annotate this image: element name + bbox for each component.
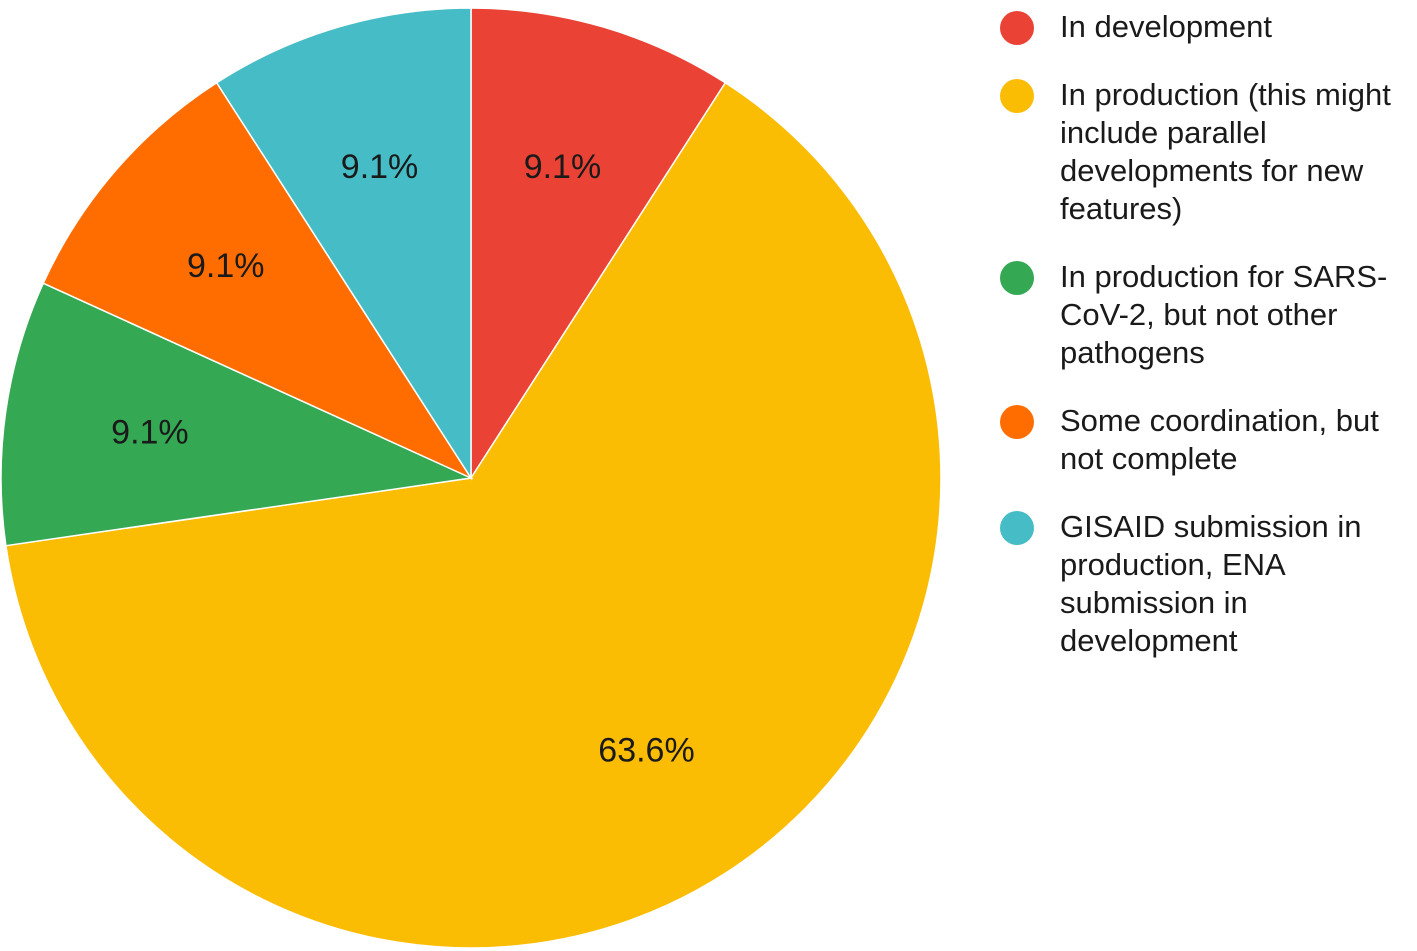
pie-slice-4 — [42, 81, 474, 480]
legend-item: GISAID submission in production, ENA sub… — [1000, 508, 1412, 660]
legend-item: Some coordination, but not complete — [1000, 402, 1412, 478]
legend-label-2: In production (this might include parall… — [1060, 77, 1391, 226]
pie-slice-3 — [0, 282, 474, 547]
legend-label-1: In development — [1060, 9, 1272, 44]
legend-label-5: GISAID submission in production, ENA sub… — [1060, 509, 1362, 658]
legend-label-4: Some coordination, but not complete — [1060, 403, 1379, 476]
slice-value-label-3: 9.1% — [111, 413, 189, 451]
legend-label-3: In production for SARS-CoV-2, but not ot… — [1060, 259, 1388, 370]
legend-item: In production (this might include parall… — [1000, 76, 1412, 228]
slice-value-label-1: 9.1% — [524, 148, 602, 186]
legend-swatch-5 — [1000, 511, 1034, 545]
chart-legend: In development In production (this might … — [1000, 8, 1412, 690]
legend-swatch-2 — [1000, 79, 1034, 113]
legend-swatch-3 — [1000, 261, 1034, 295]
pie-slice-1 — [470, 7, 727, 481]
legend-item: In development — [1000, 8, 1412, 46]
legend-item: In production for SARS-CoV-2, but not ot… — [1000, 258, 1412, 372]
slice-value-label-4: 9.1% — [187, 247, 265, 285]
legend-swatch-1 — [1000, 11, 1034, 45]
slice-value-label-2: 63.6% — [598, 732, 694, 770]
pie-chart: 9.1% 63.6% 9.1% 9.1% 9.1% — [0, 7, 942, 949]
pie-slice-5 — [215, 7, 472, 481]
slice-value-label-5: 9.1% — [341, 148, 419, 186]
pie-slice-2 — [5, 81, 942, 949]
legend-swatch-4 — [1000, 405, 1034, 439]
